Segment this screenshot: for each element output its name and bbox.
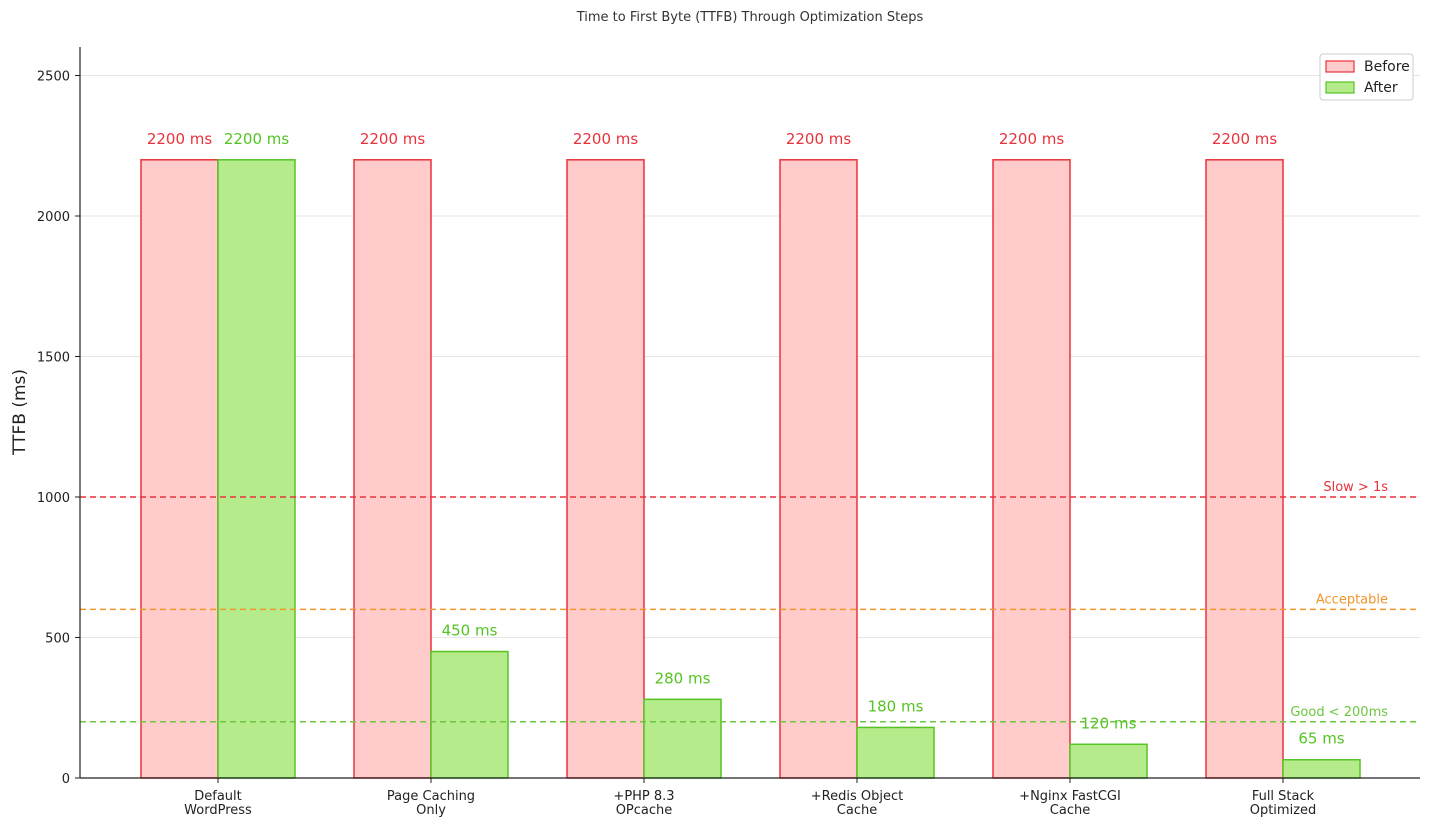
x-tick-label: Cache bbox=[837, 803, 877, 818]
y-tick-label: 1500 bbox=[37, 351, 70, 366]
x-tick-label: Full Stack bbox=[1252, 789, 1315, 804]
bar-value-label: 120 ms bbox=[1081, 714, 1137, 732]
legend-swatch bbox=[1325, 60, 1355, 73]
x-tick-label: Page Caching bbox=[387, 789, 475, 804]
y-tick-label: 0 bbox=[62, 772, 70, 787]
x-tick-label: Optimized bbox=[1250, 803, 1317, 818]
legend-label: Before bbox=[1364, 59, 1410, 75]
bar-before-5 bbox=[1205, 159, 1284, 779]
y-tick-label: 500 bbox=[45, 632, 70, 647]
bar-value-label: 2200 ms bbox=[999, 130, 1065, 148]
y-tick-label: 1000 bbox=[37, 491, 70, 506]
bar-value-label: 2200 ms bbox=[573, 130, 639, 148]
bar-after-4 bbox=[1069, 743, 1148, 779]
x-tick-label: +Nginx FastCGI bbox=[1019, 789, 1121, 804]
x-tick-label: +Redis Object bbox=[811, 789, 903, 804]
bars: 2200 ms 2200 ms 2200 ms 450 ms 2200 ms 280 ms… bbox=[140, 130, 1361, 779]
bar-after-1 bbox=[430, 650, 509, 779]
bar-value-label: 180 ms bbox=[868, 697, 924, 715]
bar-value-label: 2200 ms bbox=[786, 130, 852, 148]
bar-after-0 bbox=[217, 159, 296, 779]
bar-value-label: 65 ms bbox=[1298, 730, 1344, 748]
bar-value-label: 2200 ms bbox=[147, 130, 213, 148]
reference-label: Acceptable bbox=[1316, 592, 1388, 607]
x-tick-label: OPcache bbox=[616, 803, 673, 818]
y-axis-label: TTFB (ms) bbox=[10, 369, 30, 456]
reference-label: Good < 200ms bbox=[1290, 705, 1388, 720]
bar-value-label: 450 ms bbox=[442, 622, 498, 640]
bar-after-2 bbox=[643, 698, 722, 779]
bar-before-0 bbox=[140, 159, 219, 779]
bar-before-3 bbox=[779, 159, 858, 779]
x-tick-label: Default bbox=[194, 789, 242, 804]
chart-title: Time to First Byte (TTFB) Through Optimi… bbox=[576, 10, 924, 25]
legend-label: After bbox=[1364, 80, 1398, 96]
x-tick-label: Cache bbox=[1050, 803, 1090, 818]
y-tick-label: 2500 bbox=[37, 70, 70, 85]
bar-after-5 bbox=[1282, 758, 1361, 779]
bar-value-label: 280 ms bbox=[655, 669, 711, 687]
reference-lines: Slow > 1s Acceptable Good < 200ms bbox=[80, 480, 1420, 723]
bar-before-2 bbox=[566, 159, 645, 779]
legend-swatch bbox=[1325, 81, 1355, 94]
bar-value-label: 2200 ms bbox=[360, 130, 426, 148]
bar-after-3 bbox=[856, 726, 935, 779]
bar-before-4 bbox=[992, 159, 1071, 779]
bar-value-label: 2200 ms bbox=[224, 130, 290, 148]
bar-before-1 bbox=[353, 159, 432, 779]
reference-label: Slow > 1s bbox=[1323, 480, 1388, 495]
legend: Before After bbox=[1319, 53, 1414, 101]
x-tick-label: WordPress bbox=[184, 803, 252, 818]
x-tick-label: +PHP 8.3 bbox=[613, 789, 674, 804]
bar-value-label: 2200 ms bbox=[1212, 130, 1278, 148]
y-tick-label: 2000 bbox=[37, 210, 70, 225]
x-tick-label: Only bbox=[416, 803, 446, 818]
